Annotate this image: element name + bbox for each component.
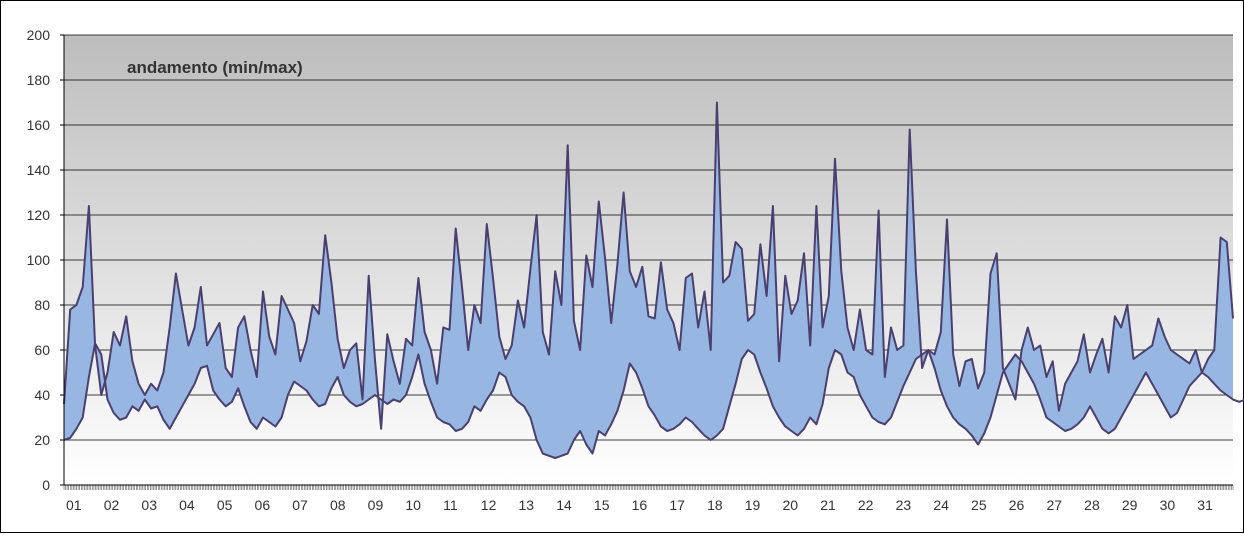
x-tick-label: 28 [1084,497,1100,513]
series-layer [63,101,1244,459]
x-minor-ticks [63,485,1234,490]
chart-title: andamento (min/max) [127,58,303,77]
x-tick-label: 25 [971,497,987,513]
x-tick-label: 18 [707,497,723,513]
x-tick-label: 06 [255,497,271,513]
x-tick-label: 16 [632,497,648,513]
y-tick-label: 20 [34,432,50,448]
y-tick-label: 60 [34,342,50,358]
x-tick-label: 11 [443,497,458,513]
min-max-band [64,102,1233,458]
x-tick-label: 05 [217,497,233,513]
x-tick-label: 24 [933,497,949,513]
x-tick-label: 15 [594,497,610,513]
x-tick-label: 04 [179,497,195,513]
x-tick-label: 29 [1122,497,1138,513]
x-tick-label: 07 [292,497,308,513]
y-tick-label: 200 [27,27,51,43]
x-tick-label: 01 [66,497,82,513]
y-tick-label: 80 [34,297,50,313]
y-tick-label: 40 [34,387,50,403]
x-tick-label: 14 [556,497,572,513]
series-max-line [63,101,1234,430]
x-tick-label: 09 [368,497,384,513]
y-axis: 0 20 40 60 80 100 120 140 160 180 200 [27,27,64,493]
y-tick-label: 180 [27,72,51,88]
x-tick-label: 13 [519,497,535,513]
x-tick-label: 21 [820,497,836,513]
y-tick-label: 160 [27,117,51,133]
series-min-line [63,342,1244,459]
x-tick-label: 03 [141,497,157,513]
x-tick-label: 17 [669,497,685,513]
y-tick-label: 0 [42,477,50,493]
x-tick-label: 27 [1046,497,1062,513]
x-tick-label: 10 [405,497,421,513]
x-tick-label: 31 [1197,497,1213,513]
x-tick-label: 22 [858,497,874,513]
x-tick-label: 12 [481,497,497,513]
y-tick-label: 140 [27,162,51,178]
x-tick-label: 23 [896,497,912,513]
x-tick-label: 26 [1009,497,1025,513]
y-tick-label: 120 [27,207,51,223]
x-tick-label: 30 [1160,497,1176,513]
x-tick-label: 20 [782,497,798,513]
x-tick-label: 08 [330,497,346,513]
x-axis: 01 02 03 04 05 06 07 08 09 10 11 12 13 14 15 16 17 18 19 20… [63,485,1234,513]
y-tick-label: 100 [27,252,51,268]
x-tick-label: 19 [745,497,761,513]
x-tick-label: 02 [104,497,120,513]
